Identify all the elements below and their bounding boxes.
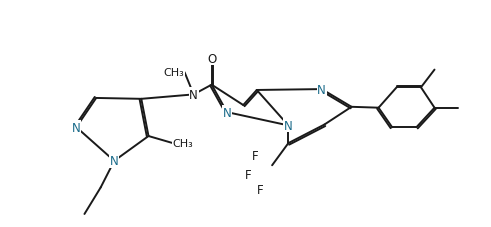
Text: N: N <box>284 119 293 132</box>
Text: F: F <box>257 183 264 196</box>
Text: F: F <box>245 168 251 181</box>
Text: N: N <box>72 121 81 134</box>
Text: O: O <box>207 52 217 65</box>
Text: N: N <box>317 83 326 96</box>
Text: F: F <box>252 149 258 162</box>
Text: CH₃: CH₃ <box>173 138 193 148</box>
Text: N: N <box>110 155 119 168</box>
Text: N: N <box>189 89 198 101</box>
Text: N: N <box>222 106 231 119</box>
Text: CH₃: CH₃ <box>164 68 185 78</box>
